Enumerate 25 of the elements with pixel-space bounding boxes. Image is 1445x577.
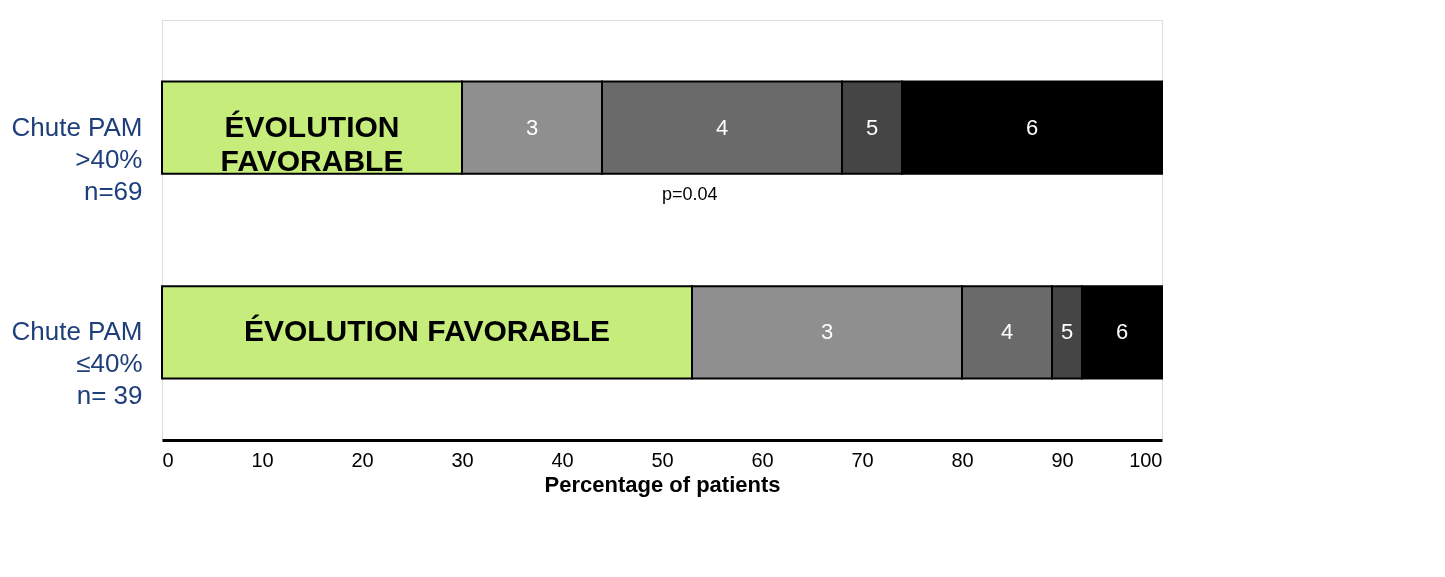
text: 4 (1000, 319, 1014, 345)
text: 3 (820, 319, 834, 345)
y-tick-label: Chute PAM ≤40% n= 39 (11, 316, 143, 411)
series-label: 4 (715, 114, 729, 140)
x-tick-label: 20 (351, 448, 374, 471)
series-label: 3 (525, 114, 539, 140)
x-tick-label: 70 (851, 448, 874, 471)
x-tick-label: 50 (651, 448, 674, 471)
series-label: 5 (1060, 319, 1074, 345)
text: 6 (1115, 319, 1129, 345)
x-tick-label: 60 (751, 448, 774, 471)
y-tick-label: Chute PAM >40% n=69 (11, 111, 143, 206)
x-tick-label: 80 (951, 448, 974, 471)
text: ÉVOLUTION FAVORABLE (243, 314, 611, 348)
x-tick-label: 10 (251, 448, 274, 471)
series-label: ÉVOLUTION FAVORABLE (220, 109, 404, 177)
text: 5 (865, 114, 879, 140)
annotation: p=0.04 (662, 184, 718, 204)
x-axis-title: Percentage of patients (544, 471, 781, 497)
x-tick-label: 30 (451, 448, 474, 471)
series-label: 6 (1025, 114, 1039, 140)
x-tick-label: 90 (1051, 448, 1074, 471)
x-tick-label: 100 (1129, 448, 1163, 471)
x-tick-label: 40 (551, 448, 574, 471)
x-tick-label: 0 (162, 448, 174, 471)
